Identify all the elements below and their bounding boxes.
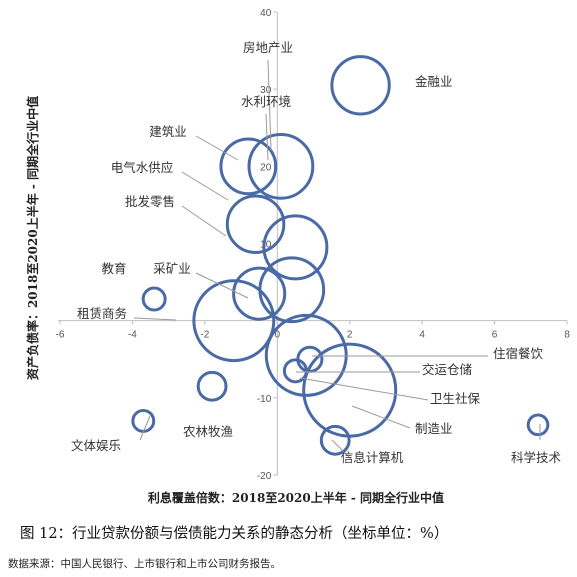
data-source-note: 数据来源：中国人民银行、上市银行和上市公司财务报告。 <box>8 558 281 570</box>
leader-line <box>331 439 353 461</box>
bubble-16 <box>526 413 550 437</box>
x-tick-label: 2 <box>347 330 353 341</box>
bubble-label: 房地产业 <box>243 40 293 55</box>
leader-line <box>265 113 269 161</box>
bubble-label: 电气水供应 <box>111 160 174 175</box>
y-tick-label: -20 <box>257 471 272 482</box>
bubble-13 <box>196 370 228 402</box>
bubble-4 <box>262 214 329 281</box>
bubble-15 <box>131 409 156 433</box>
leader-line <box>351 405 411 429</box>
leader-lines <box>133 59 541 461</box>
bubble-3 <box>225 194 286 254</box>
bubble-8 <box>192 279 276 363</box>
bubbles <box>131 55 550 456</box>
bubble-label: 信息计算机 <box>341 450 404 465</box>
bubble-label: 住宿餐饮 <box>493 346 544 361</box>
y-tick-label: 20 <box>260 162 272 173</box>
bubble-label: 教育 <box>101 261 126 276</box>
bubble-label: 文体娱乐 <box>71 438 121 453</box>
x-tick-label: -4 <box>128 330 137 341</box>
leader-line <box>181 205 227 237</box>
bubble-label: 金融业 <box>415 74 453 89</box>
x-tick-label: 4 <box>419 330 425 341</box>
bubble-1 <box>219 137 278 196</box>
x-tick-label: -6 <box>56 330 65 341</box>
bubble-2 <box>247 132 315 200</box>
bubble-label: 卫生社保 <box>430 391 481 406</box>
bubble-label: 科学技术 <box>511 450 562 465</box>
x-tick-label: 8 <box>564 330 570 341</box>
y-tick-label: 40 <box>260 8 272 19</box>
bubble-12 <box>302 342 398 438</box>
bubble-label: 租赁商务 <box>77 306 127 321</box>
x-tick-label: 6 <box>492 330 498 341</box>
leader-line <box>195 272 249 299</box>
bubble-label: 采矿业 <box>153 261 191 276</box>
leader-line <box>133 317 177 321</box>
bubble-14 <box>319 424 351 456</box>
bubble-label: 批发零售 <box>125 194 175 209</box>
x-tick-label: -2 <box>200 330 209 341</box>
y-axis-title: 资产负债率：2018至2020上半年 - 同期全行业中值 <box>25 96 40 380</box>
leader-line <box>195 135 239 161</box>
bubble-label: 水利环境 <box>241 94 291 109</box>
bubble-5 <box>232 266 287 321</box>
leader-line <box>267 59 272 151</box>
bubble-label: 农林牧渔 <box>183 424 233 439</box>
leader-line <box>181 171 229 201</box>
bubble-7 <box>141 286 167 312</box>
y-tick-label: -10 <box>257 394 272 405</box>
bubble-label: 交运仓储 <box>422 362 472 377</box>
bubble-label: 建筑业 <box>149 124 187 139</box>
bubble-label: 制造业 <box>415 421 453 436</box>
leader-line <box>299 377 429 401</box>
bubble-0 <box>330 55 391 116</box>
y-tick-label: 30 <box>260 85 272 96</box>
x-axis-title: 利息覆盖倍数：2018至2020上半年 - 同期全行业中值 <box>148 490 444 505</box>
y-tick-label: 10 <box>260 240 272 251</box>
x-tick-label: 0 <box>275 330 281 341</box>
bubble-6 <box>258 256 326 324</box>
bubble-9 <box>264 313 348 397</box>
figure-caption: 图 12：行业贷款份额与偿债能力关系的静态分析（坐标单位：%） <box>20 526 449 542</box>
leader-line <box>139 415 151 441</box>
